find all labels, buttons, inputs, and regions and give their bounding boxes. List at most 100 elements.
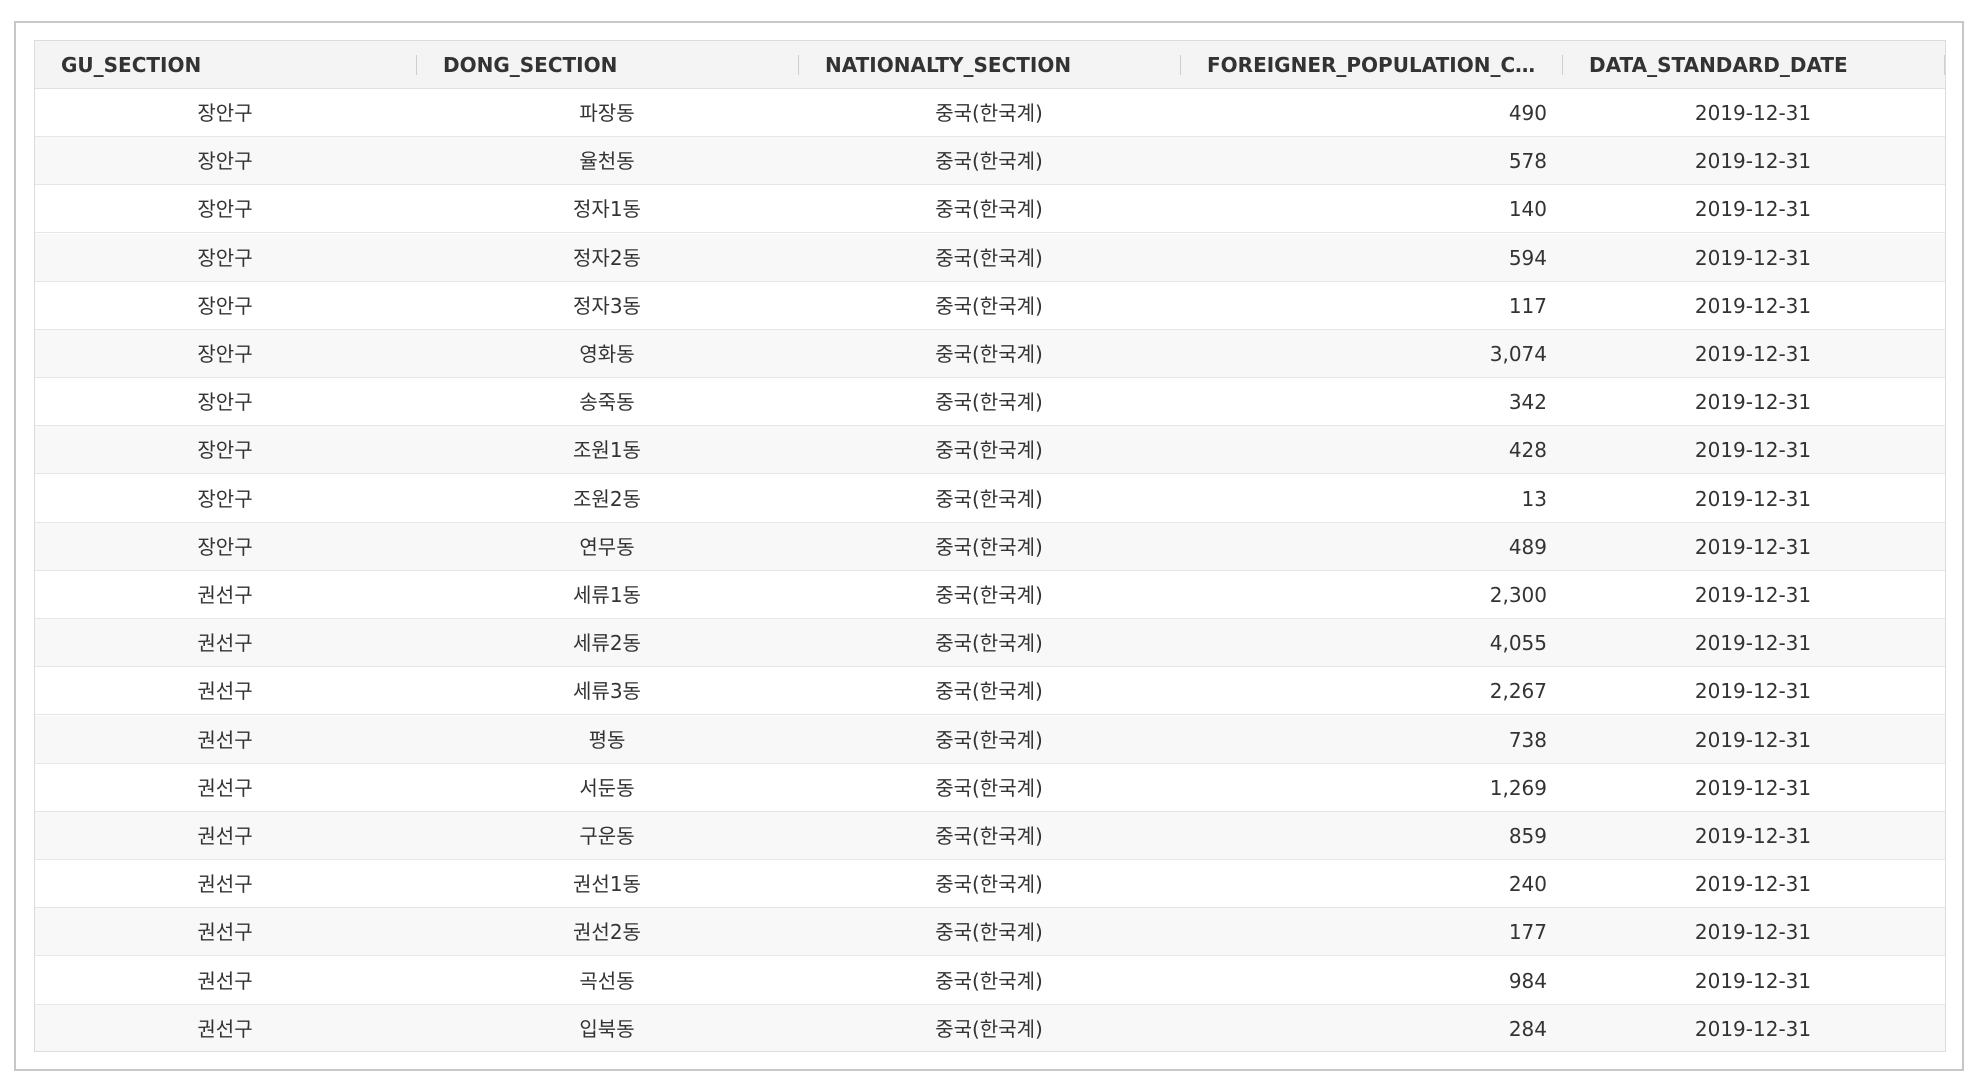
table-row[interactable]: 장안구 영화동 중국(한국계) 3,074 2019-12-31	[35, 330, 1945, 378]
cell-foreigner-population-count: 428	[1508, 438, 1547, 462]
cell-data-standard-date: 2019-12-31	[1694, 631, 1812, 655]
cell-nationality-section: 중국(한국계)	[935, 920, 1043, 944]
cell-dong-section: 서둔동	[579, 776, 635, 800]
column-resize-handle[interactable]	[1180, 55, 1181, 75]
cell-foreigner-population-count: 4,055	[1489, 631, 1547, 655]
cell-gu-section: 권선구	[197, 969, 253, 993]
cell-foreigner-population-count: 594	[1508, 246, 1547, 270]
cell-data-standard-date: 2019-12-31	[1694, 438, 1812, 462]
cell-data-standard-date: 2019-12-31	[1694, 197, 1812, 221]
cell-nationality-section: 중국(한국계)	[935, 390, 1043, 414]
cell-nationality-section: 중국(한국계)	[935, 969, 1043, 993]
table-row[interactable]: 장안구 율천동 중국(한국계) 578 2019-12-31	[35, 137, 1945, 185]
cell-nationality-section: 중국(한국계)	[935, 342, 1043, 366]
cell-dong-section: 세류1동	[573, 583, 641, 607]
table-row[interactable]: 권선구 권선2동 중국(한국계) 177 2019-12-31	[35, 908, 1945, 956]
table-row[interactable]: 권선구 세류3동 중국(한국계) 2,267 2019-12-31	[35, 667, 1945, 715]
cell-gu-section: 장안구	[197, 390, 253, 414]
column-resize-handle[interactable]	[1944, 55, 1945, 75]
table-row[interactable]: 권선구 세류2동 중국(한국계) 4,055 2019-12-31	[35, 619, 1945, 667]
table-row[interactable]: 장안구 파장동 중국(한국계) 490 2019-12-31	[35, 89, 1945, 137]
cell-data-standard-date: 2019-12-31	[1694, 776, 1812, 800]
cell-gu-section: 권선구	[197, 824, 253, 848]
table-row[interactable]: 장안구 연무동 중국(한국계) 489 2019-12-31	[35, 523, 1945, 571]
cell-gu-section: 장안구	[197, 487, 253, 511]
table-row[interactable]: 장안구 송죽동 중국(한국계) 342 2019-12-31	[35, 378, 1945, 426]
table-row[interactable]: 권선구 곡선동 중국(한국계) 984 2019-12-31	[35, 957, 1945, 1005]
cell-foreigner-population-count: 984	[1508, 969, 1547, 993]
column-resize-handle[interactable]	[798, 55, 799, 75]
cell-nationality-section: 중국(한국계)	[935, 728, 1043, 752]
cell-dong-section: 파장동	[579, 101, 635, 125]
cell-dong-section: 평동	[588, 728, 626, 752]
cell-foreigner-population-count: 859	[1508, 824, 1547, 848]
column-resize-handle[interactable]	[1562, 55, 1563, 75]
cell-data-standard-date: 2019-12-31	[1694, 487, 1812, 511]
column-header-nationality-section[interactable]: NATIONALTY_SECTION	[825, 53, 1072, 77]
column-header-gu-section[interactable]: GU_SECTION	[61, 53, 202, 77]
cell-nationality-section: 중국(한국계)	[935, 438, 1043, 462]
table-header: GU_SECTION DONG_SECTION NATIONALTY_SECTI…	[35, 41, 1945, 89]
table-row[interactable]: 장안구 정자2동 중국(한국계) 594 2019-12-31	[35, 234, 1945, 282]
column-header-dong-section[interactable]: DONG_SECTION	[443, 53, 618, 77]
cell-foreigner-population-count: 140	[1508, 197, 1547, 221]
cell-dong-section: 영화동	[579, 342, 635, 366]
column-header-data-standard-date[interactable]: DATA_STANDARD_DATE	[1589, 53, 1848, 77]
cell-dong-section: 연무동	[579, 535, 635, 559]
cell-foreigner-population-count: 578	[1508, 149, 1547, 173]
cell-nationality-section: 중국(한국계)	[935, 101, 1043, 125]
column-resize-handle[interactable]	[416, 55, 417, 75]
table-row[interactable]: 장안구 조원2동 중국(한국계) 13 2019-12-31	[35, 475, 1945, 523]
cell-dong-section: 조원1동	[573, 438, 641, 462]
cell-gu-section: 장안구	[197, 149, 253, 173]
cell-dong-section: 조원2동	[573, 487, 641, 511]
cell-foreigner-population-count: 240	[1508, 872, 1547, 896]
cell-gu-section: 권선구	[197, 728, 253, 752]
cell-gu-section: 권선구	[197, 1017, 253, 1041]
cell-nationality-section: 중국(한국계)	[935, 1017, 1043, 1041]
cell-data-standard-date: 2019-12-31	[1694, 824, 1812, 848]
cell-nationality-section: 중국(한국계)	[935, 824, 1043, 848]
cell-gu-section: 장안구	[197, 197, 253, 221]
cell-dong-section: 송죽동	[579, 390, 635, 414]
table-row[interactable]: 장안구 정자1동 중국(한국계) 140 2019-12-31	[35, 185, 1945, 233]
cell-dong-section: 정자3동	[573, 294, 641, 318]
cell-gu-section: 권선구	[197, 872, 253, 896]
cell-gu-section: 장안구	[197, 101, 253, 125]
cell-gu-section: 장안구	[197, 438, 253, 462]
cell-gu-section: 권선구	[197, 776, 253, 800]
table-row[interactable]: 권선구 서둔동 중국(한국계) 1,269 2019-12-31	[35, 764, 1945, 812]
cell-data-standard-date: 2019-12-31	[1694, 101, 1812, 125]
cell-gu-section: 권선구	[197, 631, 253, 655]
cell-foreigner-population-count: 738	[1508, 728, 1547, 752]
cell-foreigner-population-count: 342	[1508, 390, 1547, 414]
cell-dong-section: 구운동	[579, 824, 635, 848]
cell-foreigner-population-count: 177	[1508, 920, 1547, 944]
cell-dong-section: 권선2동	[573, 920, 641, 944]
cell-data-standard-date: 2019-12-31	[1694, 969, 1812, 993]
table-row[interactable]: 권선구 세류1동 중국(한국계) 2,300 2019-12-31	[35, 571, 1945, 619]
table-row[interactable]: 권선구 구운동 중국(한국계) 859 2019-12-31	[35, 812, 1945, 860]
cell-foreigner-population-count: 1,269	[1489, 776, 1547, 800]
cell-dong-section: 세류3동	[573, 679, 641, 703]
table-row[interactable]: 장안구 정자3동 중국(한국계) 117 2019-12-31	[35, 282, 1945, 330]
table-row[interactable]: 권선구 평동 중국(한국계) 738 2019-12-31	[35, 716, 1945, 764]
cell-dong-section: 입북동	[579, 1017, 635, 1041]
cell-data-standard-date: 2019-12-31	[1694, 920, 1812, 944]
cell-nationality-section: 중국(한국계)	[935, 197, 1043, 221]
data-grid-panel: GU_SECTION DONG_SECTION NATIONALTY_SECTI…	[14, 21, 1964, 1071]
cell-nationality-section: 중국(한국계)	[935, 294, 1043, 318]
table-row[interactable]: 장안구 조원1동 중국(한국계) 428 2019-12-31	[35, 426, 1945, 474]
cell-foreigner-population-count: 2,267	[1489, 679, 1547, 703]
cell-data-standard-date: 2019-12-31	[1694, 872, 1812, 896]
cell-gu-section: 권선구	[197, 920, 253, 944]
cell-dong-section: 율천동	[579, 149, 635, 173]
cell-dong-section: 정자2동	[573, 246, 641, 270]
column-header-foreigner-population-count[interactable]: FOREIGNER_POPULATION_CO⋯	[1207, 53, 1553, 77]
cell-nationality-section: 중국(한국계)	[935, 679, 1043, 703]
cell-foreigner-population-count: 13	[1521, 487, 1547, 511]
table-row[interactable]: 권선구 권선1동 중국(한국계) 240 2019-12-31	[35, 860, 1945, 908]
cell-foreigner-population-count: 2,300	[1489, 583, 1547, 607]
data-grid: GU_SECTION DONG_SECTION NATIONALTY_SECTI…	[34, 40, 1946, 1052]
table-row[interactable]: 권선구 입북동 중국(한국계) 284 2019-12-31	[35, 1005, 1945, 1051]
